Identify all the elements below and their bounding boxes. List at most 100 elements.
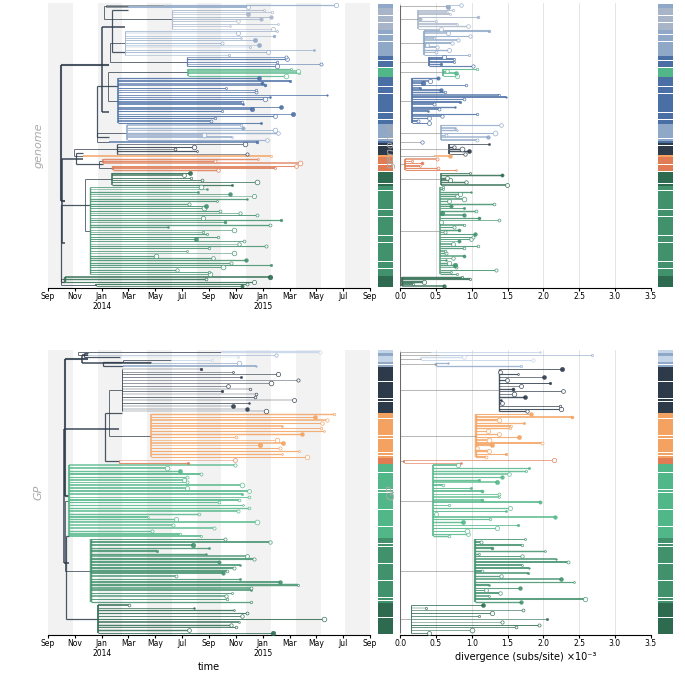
- Bar: [377, 547, 393, 549]
- Bar: [658, 266, 673, 268]
- Bar: [377, 155, 393, 157]
- Bar: [377, 530, 393, 532]
- Bar: [658, 538, 673, 541]
- Bar: [658, 198, 673, 200]
- Bar: [658, 600, 673, 603]
- Bar: [658, 376, 673, 379]
- Bar: [658, 18, 673, 20]
- Bar: [377, 555, 393, 558]
- Bar: [658, 527, 673, 530]
- Bar: [377, 63, 393, 65]
- Bar: [377, 592, 393, 595]
- Bar: [658, 575, 673, 578]
- Bar: [658, 558, 673, 560]
- Bar: [377, 401, 393, 404]
- Bar: [377, 560, 393, 563]
- Bar: [377, 37, 393, 39]
- Bar: [377, 169, 393, 172]
- Bar: [377, 240, 393, 242]
- Bar: [377, 150, 393, 152]
- Bar: [658, 274, 673, 276]
- Bar: [377, 461, 393, 464]
- X-axis label: time: time: [198, 662, 220, 672]
- Bar: [377, 549, 393, 552]
- Bar: [658, 584, 673, 586]
- Bar: [377, 16, 393, 18]
- Bar: [377, 396, 393, 399]
- Bar: [377, 3, 393, 6]
- Bar: [658, 278, 673, 281]
- Bar: [377, 172, 393, 174]
- Bar: [658, 108, 673, 110]
- Bar: [377, 148, 393, 150]
- Bar: [377, 238, 393, 240]
- Bar: [658, 589, 673, 592]
- Bar: [658, 617, 673, 620]
- Bar: [377, 384, 393, 387]
- Bar: [658, 364, 673, 367]
- Bar: [377, 430, 393, 433]
- Bar: [377, 93, 393, 96]
- Bar: [377, 584, 393, 586]
- Bar: [658, 353, 673, 356]
- Bar: [377, 490, 393, 493]
- Bar: [377, 421, 393, 424]
- Bar: [658, 475, 673, 478]
- Bar: [658, 3, 673, 6]
- Bar: [377, 158, 393, 160]
- Bar: [377, 54, 393, 56]
- Bar: [377, 359, 393, 362]
- Bar: [658, 276, 673, 278]
- Bar: [658, 445, 673, 447]
- Bar: [377, 418, 393, 421]
- Bar: [658, 535, 673, 538]
- Bar: [658, 172, 673, 174]
- Bar: [658, 91, 673, 93]
- Bar: [377, 165, 393, 167]
- Bar: [377, 29, 393, 32]
- Bar: [377, 351, 393, 353]
- Bar: [377, 226, 393, 228]
- Bar: [658, 51, 673, 54]
- Bar: [377, 575, 393, 578]
- Bar: [377, 278, 393, 281]
- Bar: [658, 174, 673, 176]
- Bar: [658, 202, 673, 204]
- Bar: [658, 564, 673, 566]
- Bar: [658, 96, 673, 98]
- Bar: [377, 356, 393, 359]
- Bar: [377, 620, 393, 623]
- Bar: [658, 34, 673, 36]
- Bar: [377, 632, 393, 635]
- Bar: [658, 379, 673, 381]
- Bar: [377, 541, 393, 543]
- Bar: [377, 495, 393, 498]
- Bar: [377, 381, 393, 384]
- Bar: [377, 535, 393, 538]
- Bar: [658, 541, 673, 543]
- Bar: [377, 129, 393, 131]
- Bar: [377, 484, 393, 486]
- Bar: [658, 624, 673, 626]
- Bar: [658, 207, 673, 209]
- Bar: [658, 393, 673, 396]
- Bar: [377, 600, 393, 603]
- Bar: [377, 6, 393, 8]
- Bar: [377, 252, 393, 255]
- Bar: [658, 250, 673, 252]
- Bar: [658, 441, 673, 444]
- Bar: [377, 145, 393, 148]
- Bar: [377, 504, 393, 506]
- Bar: [377, 8, 393, 11]
- Bar: [377, 18, 393, 20]
- Bar: [377, 567, 393, 569]
- Bar: [658, 555, 673, 558]
- Bar: [658, 567, 673, 569]
- Bar: [658, 569, 673, 572]
- Bar: [658, 410, 673, 413]
- Bar: [658, 224, 673, 226]
- Bar: [658, 139, 673, 141]
- Bar: [377, 404, 393, 407]
- Bar: [377, 32, 393, 34]
- Bar: [658, 438, 673, 441]
